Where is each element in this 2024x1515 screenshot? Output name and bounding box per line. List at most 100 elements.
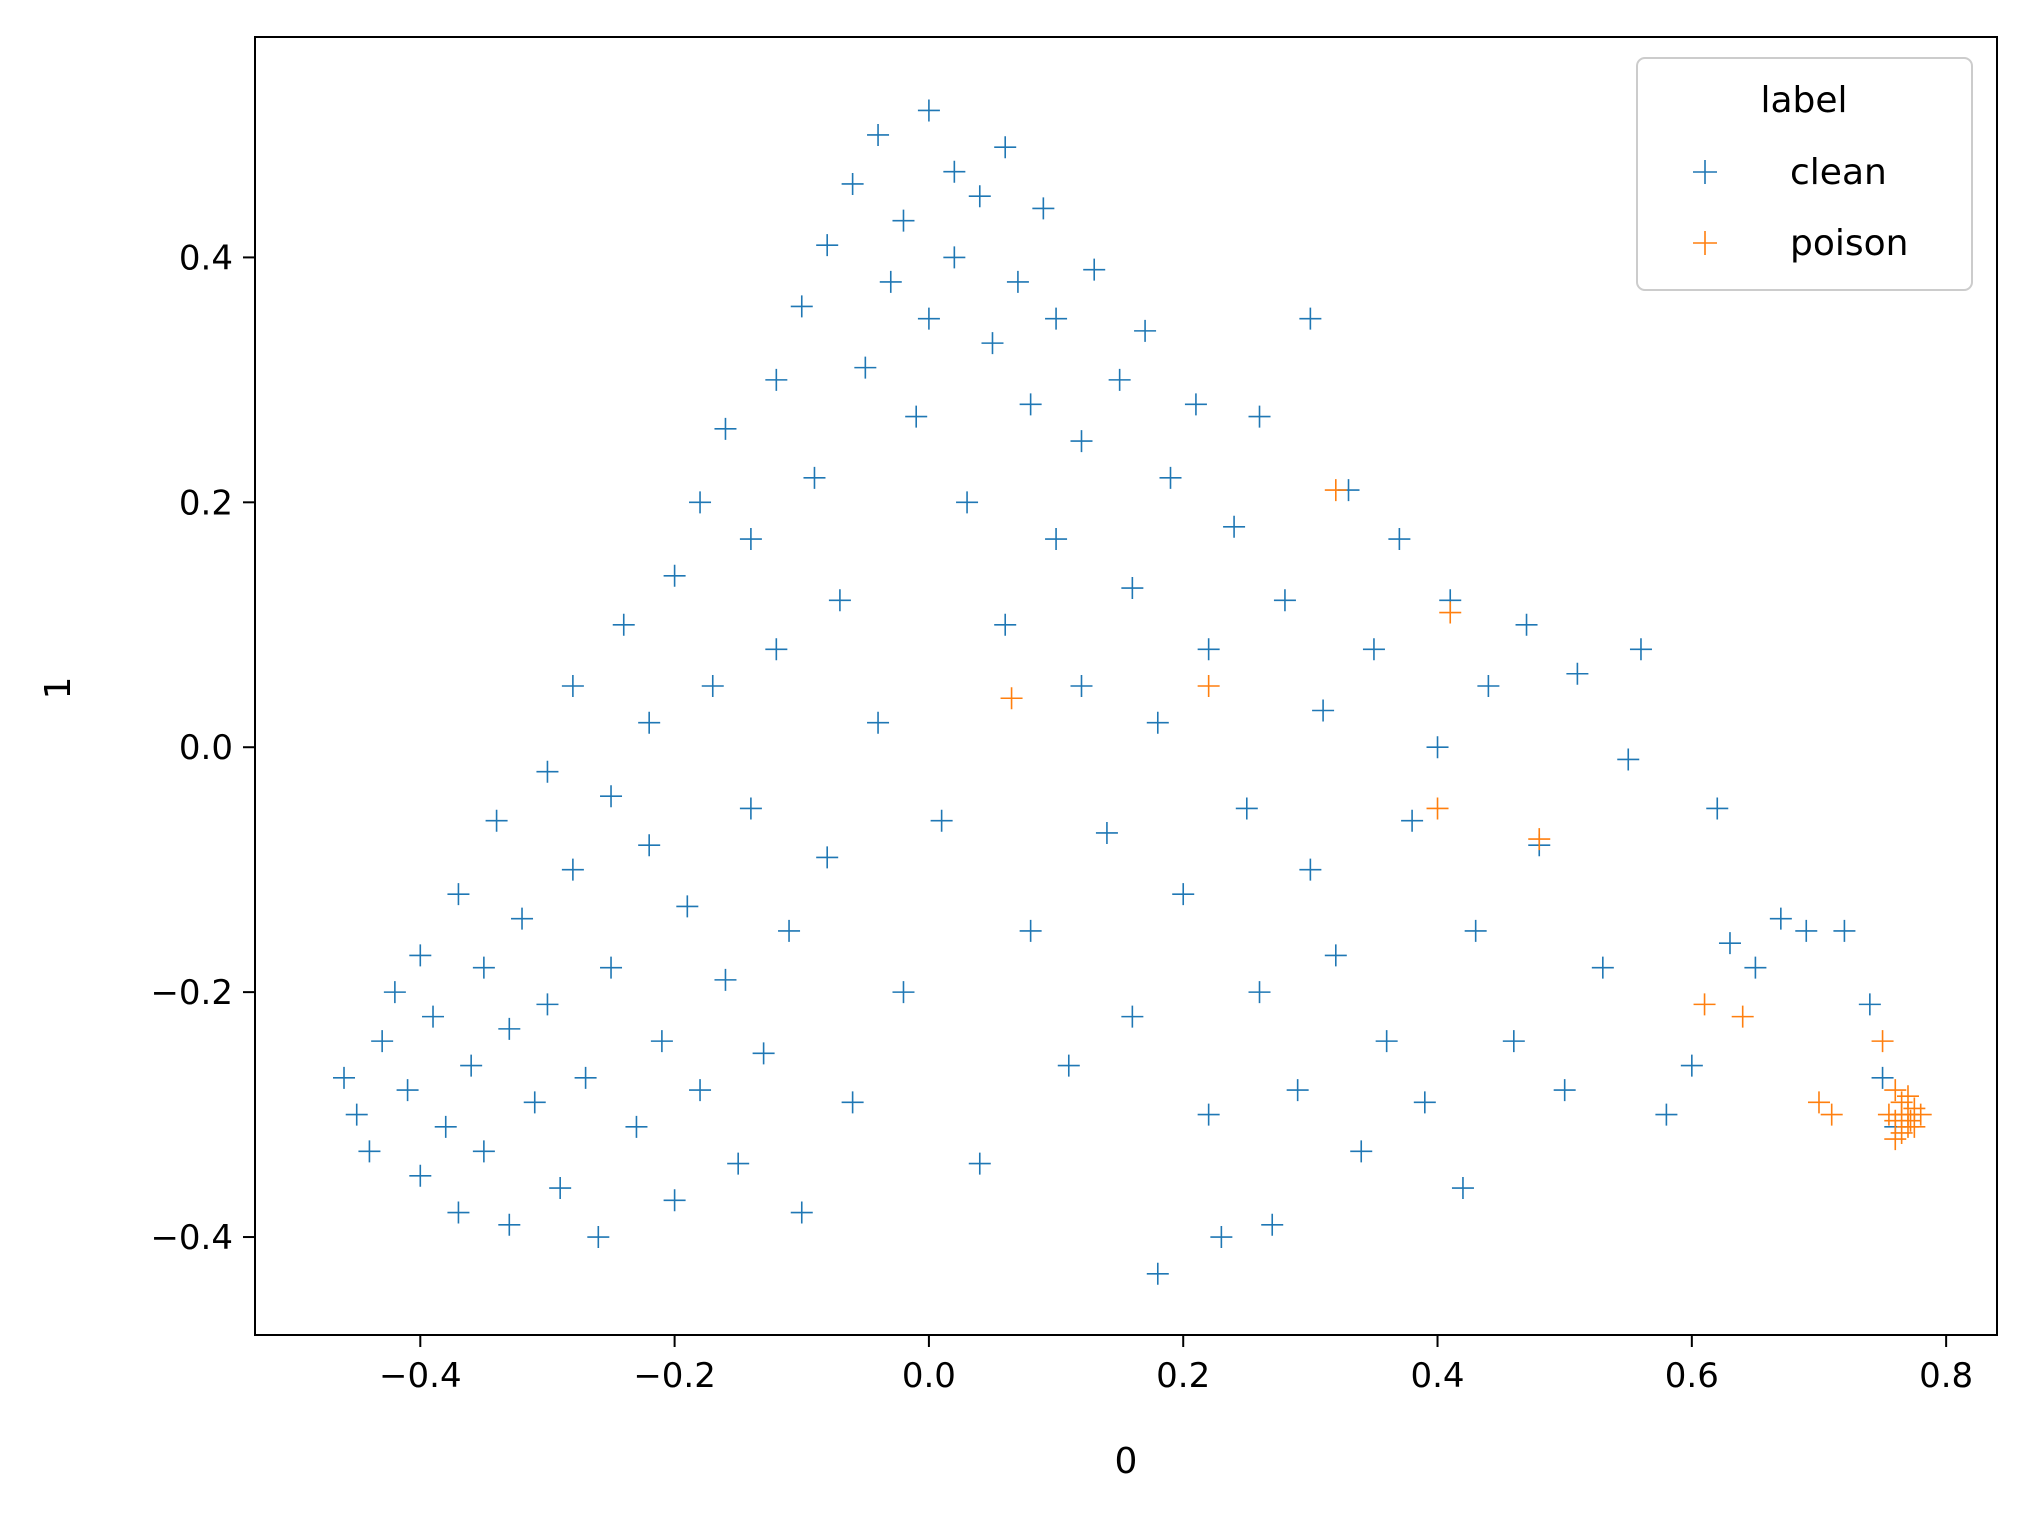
clean-point-27 [600,785,623,808]
x-tick-label-6: 0.8 [1919,1356,1973,1396]
clean-point-54 [828,589,851,612]
poison-point-20 [1890,1121,1913,1144]
clean-point-91 [1146,711,1169,734]
clean-point-58 [867,711,890,734]
poison-point-22 [1903,1115,1926,1138]
clean-point-137 [1858,993,1881,1016]
poison-point-3 [1000,687,1023,710]
clean-point-128 [1629,638,1652,661]
clean-point-17 [498,1213,521,1236]
clean-point-96 [1197,638,1220,661]
clean-point-108 [1324,944,1347,967]
clean-point-24 [561,858,584,881]
clean-point-67 [943,160,966,183]
y-tick-label-1: −0.2 [150,973,233,1013]
clean-point-81 [1057,1054,1080,1077]
clean-point-105 [1299,307,1322,330]
clean-point-124 [1553,1079,1576,1102]
clean-point-73 [994,136,1017,159]
clean-point-46 [765,368,788,391]
clean-point-104 [1286,1079,1309,1102]
clean-point-102 [1261,1213,1284,1236]
y-axis-label: 1 [38,677,79,700]
clean-point-1 [345,1103,368,1126]
clean-point-116 [1426,736,1449,759]
clean-point-38 [689,1079,712,1102]
clean-point-32 [638,711,661,734]
clean-point-28 [600,956,623,979]
poison-point-12 [1884,1079,1907,1102]
legend-label-clean: clean [1790,152,1887,193]
clean-point-50 [790,295,813,318]
x-tick-label-4: 0.4 [1410,1356,1464,1396]
clean-point-13 [472,956,495,979]
clean-point-52 [816,846,839,869]
poison-point-18 [1909,1103,1932,1126]
clean-point-75 [1006,270,1029,293]
clean-point-49 [790,1201,813,1224]
clean-point-84 [1083,258,1106,281]
clean-point-119 [1464,919,1487,942]
clean-point-60 [879,270,902,293]
clean-point-93 [1172,883,1195,906]
clean-point-48 [778,919,801,942]
clean-point-138 [1871,1066,1894,1089]
plot-frame [254,36,1998,1336]
clean-point-56 [841,172,864,195]
clean-point-106 [1299,858,1322,881]
clean-point-14 [472,1140,495,1163]
clean-point-89 [1134,319,1157,342]
clean-point-101 [1248,981,1271,1004]
clean-point-132 [1718,932,1741,955]
clean-point-6 [409,1164,432,1187]
clean-point-30 [625,1115,648,1138]
clean-point-129 [1655,1103,1678,1126]
clean-point-98 [1223,515,1246,538]
clean-point-22 [549,1177,572,1200]
clean-point-79 [1045,528,1068,551]
legend: label clean poison [1636,57,1973,291]
clean-point-127 [1617,748,1640,771]
clean-point-62 [892,209,915,232]
clean-point-5 [396,1079,419,1102]
clean-point-118 [1451,1177,1474,1200]
x-tick-label-1: −0.2 [633,1356,716,1396]
clean-point-53 [816,234,839,257]
poison-point-7 [1731,1005,1754,1028]
clean-point-113 [1388,528,1411,551]
clean-point-87 [1121,577,1144,600]
clean-point-4 [383,981,406,1004]
clean-point-44 [739,528,762,551]
poison-point-1 [1439,601,1462,624]
y-tick-label-4: 0.4 [179,238,233,278]
clean-point-33 [650,1030,673,1053]
clean-point-65 [917,307,940,330]
clean-point-100 [1248,405,1271,428]
clean-point-16 [498,1017,521,1040]
clean-point-12 [460,1054,483,1077]
clean-point-110 [1350,1140,1373,1163]
clean-point-11 [447,883,470,906]
y-tick-label-3: 0.2 [179,483,233,523]
clean-point-76 [1019,393,1042,416]
clean-point-111 [1362,638,1385,661]
x-tick-label-3: 0.2 [1156,1356,1210,1396]
clean-point-37 [689,491,712,514]
poison-point-17 [1903,1097,1926,1120]
clean-point-99 [1235,797,1258,820]
clean-point-31 [638,834,661,857]
clean-point-95 [1197,1103,1220,1126]
clean-point-88 [1121,1005,1144,1028]
clean-point-115 [1413,1091,1436,1114]
clean-point-55 [841,1091,864,1114]
x-tick-label-0: −0.4 [379,1356,462,1396]
clean-point-114 [1401,809,1424,832]
clean-point-57 [854,356,877,379]
y-tick-label-2: 0.0 [179,728,233,768]
legend-box [1636,57,1973,291]
clean-point-136 [1833,919,1856,942]
clean-point-45 [752,1042,775,1065]
clean-point-15 [485,809,508,832]
legend-label-poison: poison [1790,223,1908,264]
